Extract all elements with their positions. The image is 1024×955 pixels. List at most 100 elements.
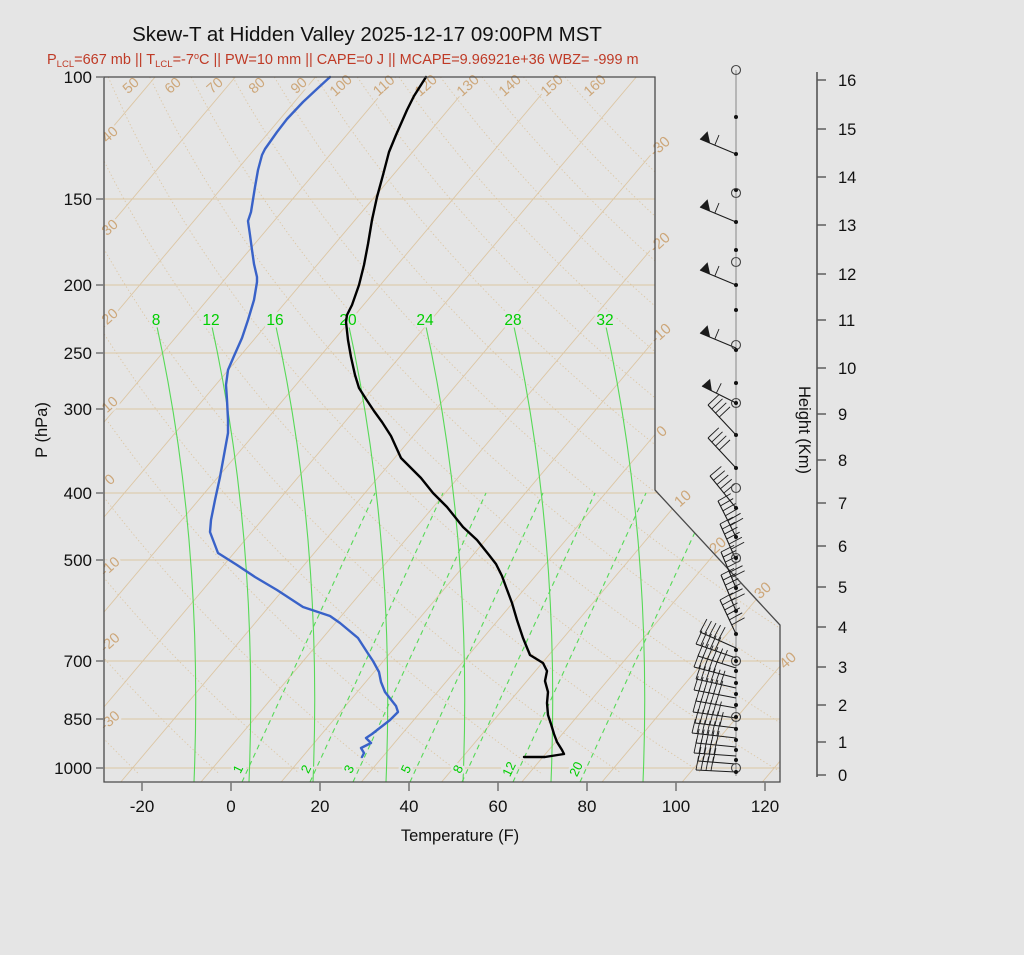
- height-tick-label: 16: [838, 72, 856, 90]
- wind-level-dot: [734, 220, 738, 224]
- wind-barb-tick: [713, 740, 718, 755]
- wind-barb-tick: [699, 709, 704, 724]
- wind-barb-staff: [691, 732, 737, 739]
- wind-barb-tick: [709, 466, 722, 477]
- temperature-tick-label: 60: [489, 797, 508, 816]
- wind-barb-tick: [726, 607, 741, 616]
- wind-level-dot: [734, 681, 738, 685]
- moist-adiabat-label: 20: [339, 312, 357, 329]
- mixing-ratio-lines: [241, 492, 714, 782]
- wind-barb-tick: [703, 655, 710, 670]
- moist-adiabat-label: 8: [152, 312, 161, 329]
- wind-barb-tick: [729, 612, 743, 621]
- wind-level-dot: [734, 770, 738, 774]
- wind-barb-tick: [718, 406, 731, 418]
- wind-barb-tick: [715, 669, 721, 684]
- wind-barb-staff: [707, 404, 737, 436]
- height-tick-label: 10: [838, 360, 856, 378]
- wind-barb-tick: [722, 597, 736, 606]
- wind-barb-tick: [695, 665, 702, 680]
- wind-level-dot: [734, 758, 738, 762]
- wind-barb-tick: [728, 536, 743, 545]
- temperature-tick-label: 40: [400, 797, 419, 816]
- wind-barb-tick: [717, 626, 726, 641]
- wind-barb-tick: [705, 667, 711, 682]
- subtitle-subscript: LCL: [57, 59, 74, 70]
- height-tick-label: 1: [838, 734, 847, 752]
- height-tick-label: 4: [838, 619, 847, 637]
- temperature-tick-label: 120: [751, 797, 779, 816]
- temperature-curve: [344, 75, 566, 759]
- dry-adiabat-line: [107, 77, 780, 774]
- wind-level-dot: [734, 703, 738, 707]
- wind-barb-tick: [722, 550, 737, 558]
- subtitle-text: =667 mb || T: [74, 52, 155, 68]
- moist-adiabat-label: 28: [504, 312, 521, 329]
- wind-barb-tick: [719, 516, 734, 525]
- height-tick-label: 9: [838, 406, 847, 424]
- wind-level-dot: [734, 659, 738, 663]
- wind-barb-tick: [709, 635, 717, 650]
- pressure-tick-label: 100: [64, 68, 92, 87]
- wind-barb-tick: [730, 517, 744, 526]
- moist-adiabat-label: 32: [596, 312, 613, 329]
- wind-barb-tick: [718, 439, 731, 451]
- wind-level-circle: [730, 711, 742, 723]
- wind-barb-tick: [715, 435, 727, 447]
- height-tick-label: 13: [838, 217, 856, 235]
- wind-barb-tick: [707, 427, 720, 439]
- pressure-tick-label: 400: [64, 484, 92, 503]
- wind-barb-staff: [699, 138, 737, 155]
- wind-barb-tick: [696, 719, 701, 734]
- wind-barb-tick: [729, 565, 743, 573]
- wind-level-dot: [734, 401, 738, 405]
- height-tick-label: 6: [838, 538, 847, 556]
- wind-level-circle: [730, 482, 742, 494]
- wind-barb-tick: [711, 398, 723, 410]
- wind-level-circle: [730, 397, 742, 409]
- wind-barb-tick: [724, 602, 738, 611]
- wind-barb-staff: [693, 666, 737, 679]
- wind-barb-tick: [711, 431, 723, 443]
- mixing-ratio-line: [241, 492, 376, 782]
- wind-barb-tick: [714, 637, 722, 651]
- wind-barb-tick: [727, 583, 741, 591]
- wind-barb-tick: [694, 708, 699, 724]
- chart-title: Skew-T at Hidden Valley 2025-12-17 09:00…: [132, 23, 602, 46]
- wind-level-dot: [734, 348, 738, 352]
- wind-barb-tick: [721, 649, 728, 664]
- wind-level-dot: [734, 152, 738, 156]
- mixing-ratio-line: [309, 492, 444, 782]
- wind-level-dot: [734, 715, 738, 719]
- dry-adiabat-line: [104, 77, 541, 774]
- dry-adiabat-line: [104, 77, 300, 774]
- wind-barb-tick: [730, 541, 745, 550]
- moist-adiabat-label: 16: [266, 312, 283, 329]
- pressure-axis: 100 150 200 250 300 400 500 700 850 1000: [54, 68, 104, 778]
- wind-level-dot: [734, 556, 738, 560]
- temperature-axis-title: Temperature (F): [401, 827, 519, 845]
- wind-barb-tick: [715, 383, 722, 394]
- wind-barb-tick: [709, 710, 714, 725]
- sounding-parameters-text: PLCL​=667 mb || TLCL​=-7o​C || PW=10 mm …: [47, 51, 639, 70]
- pressure-axis-title: P (hPa): [33, 402, 51, 458]
- wind-barb-staff: [695, 769, 737, 773]
- wind-barb-tick: [726, 531, 740, 540]
- wind-level-dot: [734, 632, 738, 636]
- wind-level-dot: [734, 381, 738, 385]
- height-axis-title: Height (Km): [795, 386, 813, 474]
- wind-level-circle: [730, 256, 742, 268]
- wind-barb-tick: [708, 657, 714, 671]
- wind-barb-tick: [717, 701, 722, 716]
- dry-adiabat-line: [104, 77, 703, 774]
- wind-barb-tick: [714, 265, 720, 277]
- dewpoint-curve: [208, 75, 400, 759]
- wind-level-dot: [734, 586, 738, 590]
- wind-barb-tick: [716, 721, 721, 736]
- height-tick-label: 5: [838, 579, 847, 597]
- pressure-tick-label: 500: [64, 551, 92, 570]
- height-tick-label: 7: [838, 495, 847, 513]
- wind-barb-staff: [709, 475, 737, 509]
